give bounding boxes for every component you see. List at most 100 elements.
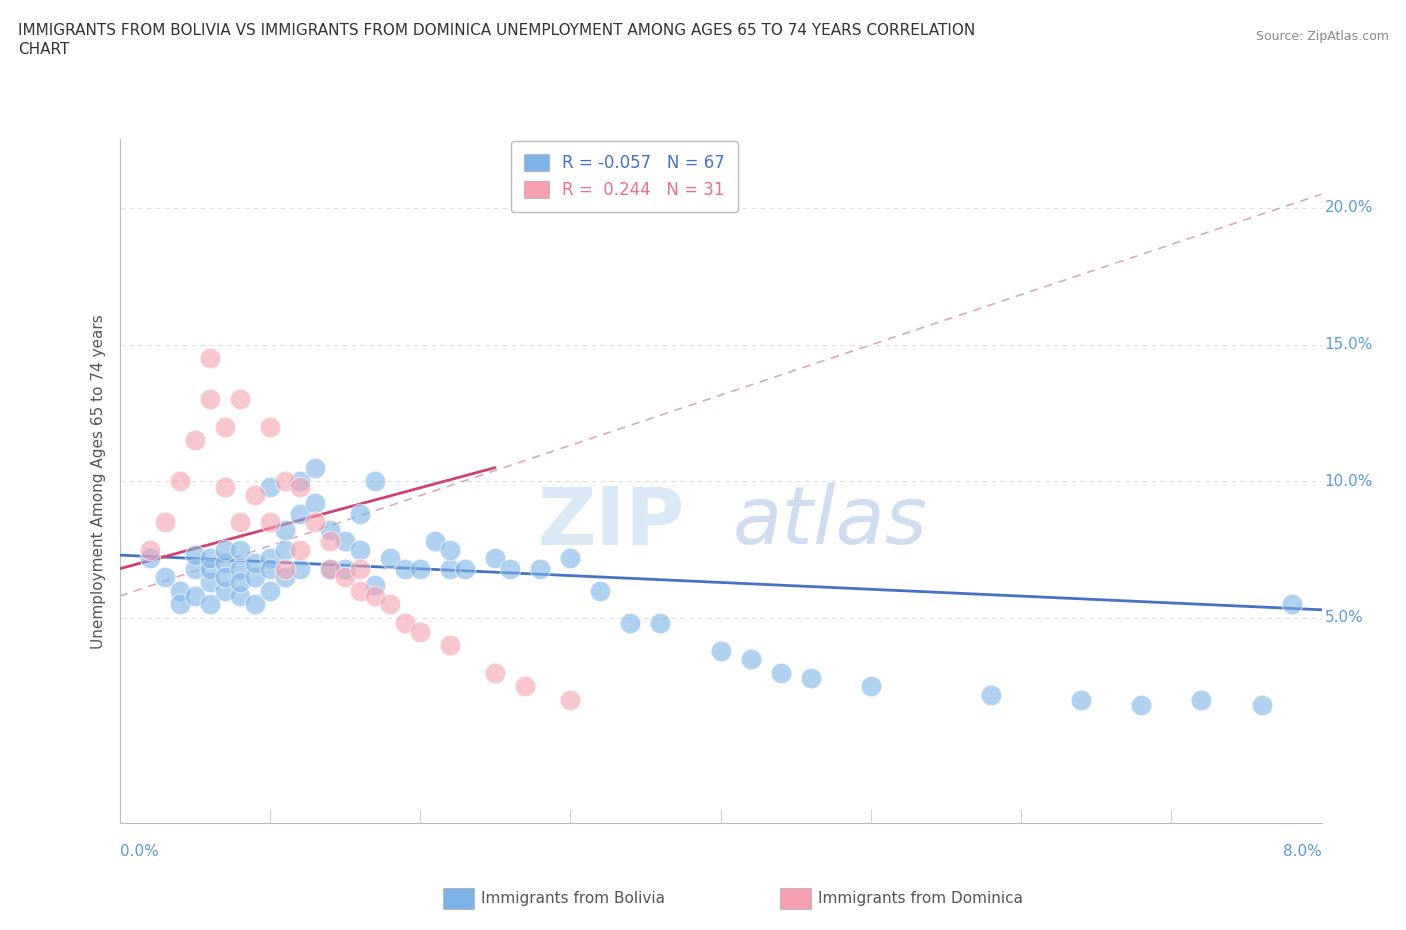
Text: Source: ZipAtlas.com: Source: ZipAtlas.com <box>1256 30 1389 43</box>
Point <box>183 589 205 604</box>
Text: Immigrants from Bolivia: Immigrants from Bolivia <box>481 891 665 906</box>
Point <box>499 562 522 577</box>
Point <box>243 569 266 584</box>
Point <box>243 556 266 571</box>
Text: IMMIGRANTS FROM BOLIVIA VS IMMIGRANTS FROM DOMINICA UNEMPLOYMENT AMONG AGES 65 T: IMMIGRANTS FROM BOLIVIA VS IMMIGRANTS FR… <box>18 23 976 38</box>
Point <box>288 474 311 489</box>
Point <box>333 534 356 549</box>
Point <box>1250 698 1272 713</box>
Point <box>153 515 176 530</box>
Text: 5.0%: 5.0% <box>1324 610 1364 626</box>
Text: ZIP: ZIP <box>537 484 685 562</box>
Point <box>349 542 371 557</box>
Point <box>198 551 221 565</box>
Point <box>394 616 416 631</box>
Point <box>288 507 311 522</box>
Point <box>274 569 297 584</box>
Point <box>198 597 221 612</box>
Point <box>259 515 281 530</box>
Point <box>980 687 1002 702</box>
Point <box>349 507 371 522</box>
Legend: R = -0.057   N = 67, R =  0.244   N = 31: R = -0.057 N = 67, R = 0.244 N = 31 <box>510 141 738 212</box>
Point <box>859 679 882 694</box>
Point <box>364 474 387 489</box>
Point <box>228 589 252 604</box>
Point <box>183 432 205 447</box>
Point <box>274 542 297 557</box>
Point <box>319 534 342 549</box>
Point <box>333 569 356 584</box>
Point <box>259 551 281 565</box>
Point <box>349 583 371 598</box>
Point <box>439 562 461 577</box>
Text: 0.0%: 0.0% <box>120 844 159 858</box>
Point <box>740 652 762 667</box>
Point <box>650 616 672 631</box>
Point <box>214 479 236 494</box>
Point <box>169 583 191 598</box>
Point <box>243 597 266 612</box>
Point <box>198 392 221 406</box>
Point <box>800 671 823 685</box>
Point <box>515 679 537 694</box>
Point <box>274 523 297 538</box>
Text: 15.0%: 15.0% <box>1324 337 1372 352</box>
Point <box>288 479 311 494</box>
Point <box>319 523 342 538</box>
Point <box>214 569 236 584</box>
Point <box>1189 693 1212 708</box>
Point <box>198 575 221 590</box>
Point <box>228 515 252 530</box>
Point <box>409 562 432 577</box>
Point <box>214 542 236 557</box>
Point <box>228 562 252 577</box>
Point <box>214 419 236 434</box>
Y-axis label: Unemployment Among Ages 65 to 74 years: Unemployment Among Ages 65 to 74 years <box>90 314 105 648</box>
Point <box>439 638 461 653</box>
Point <box>198 562 221 577</box>
Point <box>259 583 281 598</box>
Point <box>304 460 326 475</box>
Point <box>589 583 612 598</box>
Point <box>243 487 266 502</box>
Point <box>228 542 252 557</box>
Point <box>288 542 311 557</box>
Point <box>319 562 342 577</box>
Point <box>560 693 582 708</box>
Point <box>274 474 297 489</box>
Point <box>1070 693 1092 708</box>
Text: atlas: atlas <box>733 484 928 562</box>
Point <box>423 534 446 549</box>
Point <box>153 569 176 584</box>
Point <box>378 597 401 612</box>
Point <box>198 351 221 365</box>
Point <box>333 562 356 577</box>
Point <box>214 556 236 571</box>
Point <box>364 578 387 592</box>
Point <box>214 583 236 598</box>
Point <box>138 551 160 565</box>
Point <box>183 562 205 577</box>
Text: 20.0%: 20.0% <box>1324 200 1372 216</box>
Point <box>169 474 191 489</box>
Point <box>394 562 416 577</box>
Point <box>1281 597 1303 612</box>
Point <box>288 562 311 577</box>
Point <box>304 496 326 511</box>
Point <box>259 419 281 434</box>
Point <box>169 597 191 612</box>
Point <box>484 551 506 565</box>
Point <box>484 665 506 680</box>
Point <box>349 562 371 577</box>
Text: CHART: CHART <box>18 42 70 57</box>
Point <box>183 548 205 563</box>
Point <box>439 542 461 557</box>
Point <box>319 562 342 577</box>
Point <box>1130 698 1153 713</box>
Text: 8.0%: 8.0% <box>1282 844 1322 858</box>
Point <box>228 575 252 590</box>
Point <box>228 392 252 406</box>
Point <box>560 551 582 565</box>
Point <box>529 562 551 577</box>
Point <box>304 515 326 530</box>
